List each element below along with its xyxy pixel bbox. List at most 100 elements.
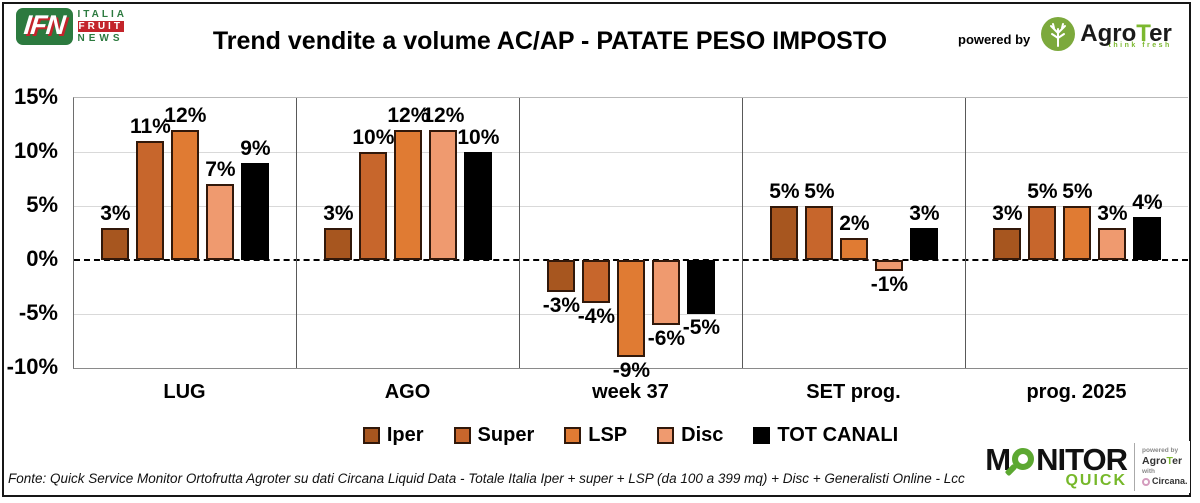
circana-wordmark: Circana.	[1142, 476, 1188, 487]
panel: 3% 10% 12% 12% 10%	[297, 98, 520, 368]
monitor-quick-wordmark: M NITOR QUICK	[985, 442, 1128, 490]
bar	[1098, 227, 1127, 260]
monitor-quick-credits: powered by AgroTer with Circana.	[1142, 447, 1188, 488]
legend-swatch	[453, 427, 471, 444]
category-label: SET prog.	[806, 381, 901, 403]
bar	[875, 260, 904, 271]
bar	[993, 227, 1022, 260]
mq-agroter-label: AgroTer	[1142, 454, 1183, 467]
panel: 5% 5% 2% -1% 3%	[743, 98, 966, 368]
magnifier-icon	[1004, 447, 1035, 476]
bar	[1028, 206, 1057, 260]
circana-icon	[1142, 477, 1150, 486]
gridline	[74, 206, 1188, 207]
bar	[241, 162, 270, 260]
bar-value-label: 5%	[804, 180, 835, 203]
category-label: prog. 2025	[1026, 381, 1127, 403]
bar	[171, 130, 200, 260]
y-axis-tick-label: -5%	[18, 300, 58, 325]
bar	[652, 260, 681, 325]
ifn-italia-label: ITALIA	[77, 9, 127, 20]
agroter-wordmark: AgroTer	[1080, 19, 1172, 47]
bar	[429, 130, 458, 260]
bar	[464, 152, 493, 260]
legend-item: Disc	[657, 424, 723, 447]
bar-value-label: -1%	[870, 272, 909, 296]
page-title: Trend vendite a volume AC/AP - PATATE PE…	[212, 27, 888, 55]
powered-by-label: powered by	[958, 31, 1031, 47]
bar	[136, 141, 165, 260]
y-axis-tick-label: 0%	[26, 246, 58, 271]
mq-with-label: with	[1142, 467, 1155, 475]
ifn-logo: IFN ITALIA FRUIT NEWS	[16, 8, 127, 45]
bar	[206, 184, 235, 260]
bar-value-label: -9%	[612, 359, 651, 383]
ifn-logo-mark: IFN	[16, 8, 73, 45]
legend-item: LSP	[564, 424, 627, 447]
legend-swatch	[753, 427, 771, 444]
y-axis-tick-label: 10%	[13, 138, 58, 163]
category-label: week 37	[592, 381, 669, 403]
bar-value-label: 5%	[769, 180, 800, 203]
quick-wordmark: QUICK	[1065, 472, 1127, 489]
source-note: Fonte: Quick Service Monitor Ortofrutta …	[8, 471, 965, 486]
legend-item: TOT CANALI	[753, 424, 898, 447]
legend: Iper Super LSP Disc TOT CANALI	[73, 424, 1188, 447]
bar	[394, 130, 423, 260]
legend-label: Disc	[681, 424, 724, 446]
bar-value-label: 12%	[422, 104, 465, 128]
bar-value-label: 12%	[164, 104, 207, 128]
y-axis-tick-label: 15%	[13, 84, 58, 109]
monitor-quick-logo: M NITOR QUICK powered by AgroTer with Ci…	[983, 441, 1190, 493]
bar-value-label: 5%	[1062, 180, 1093, 203]
bar	[547, 260, 576, 293]
panel: 3% 11% 12% 7% 9%	[74, 98, 297, 368]
bar	[910, 227, 939, 260]
panel: -3% -4% -9% -6% -5%	[520, 98, 743, 382]
agroter-logo: AgroTer think fresh	[1040, 16, 1172, 52]
monitor-wordmark: M NITOR	[985, 442, 1128, 477]
legend-swatch	[657, 427, 675, 444]
legend-item: Iper	[362, 424, 424, 447]
bar-value-label: 5%	[1027, 180, 1058, 203]
bar	[582, 260, 611, 304]
legend-swatch	[564, 427, 582, 444]
bar-value-label: 4%	[1132, 190, 1163, 214]
bar	[805, 206, 834, 260]
gridline	[74, 152, 1188, 153]
powered-by-block: powered by AgroTer think fresh	[958, 16, 1172, 52]
legend-label: Iper	[386, 424, 424, 446]
bar-value-label: 3%	[909, 201, 940, 225]
legend-item: Super	[453, 424, 535, 447]
legend-label: TOT CANALI	[777, 424, 899, 446]
category-label: LUG	[163, 381, 206, 403]
bar	[770, 206, 799, 260]
bar	[617, 260, 646, 358]
legend-label: LSP	[588, 424, 628, 446]
bar	[101, 227, 130, 260]
bar	[1063, 206, 1092, 260]
category-label: AGO	[384, 381, 431, 403]
x-axis: LUG AGO week 37 SET prog. prog. 2025	[73, 381, 1188, 404]
mq-powered-by-label: powered by	[1142, 446, 1179, 454]
ifn-logo-side: ITALIA FRUIT NEWS	[77, 9, 127, 44]
plot-area: 3% 11% 12% 7% 9% 3% 10% 12% 12% 10% -3% -4% -9% -6% -5…	[73, 97, 1188, 382]
agroter-tagline: think fresh	[1108, 41, 1172, 49]
y-axis-tick-label: -10%	[6, 354, 58, 379]
agroter-tree-icon	[1041, 17, 1076, 51]
y-axis: 15% 10% 5% 0% -5% -10%	[0, 85, 60, 379]
ifn-logo-text: IFN	[22, 10, 67, 40]
ifn-fruit-label: FRUIT	[77, 21, 124, 32]
bar-value-label: 12%	[387, 104, 430, 128]
bar	[324, 227, 353, 260]
panel: 3% 5% 5% 3% 4%	[966, 98, 1188, 368]
legend-label: Super	[477, 424, 535, 446]
bar	[840, 238, 869, 260]
legend-swatch	[362, 427, 380, 444]
ifn-news-label: NEWS	[77, 33, 124, 44]
logo-divider	[1134, 443, 1135, 491]
bar	[359, 152, 388, 260]
bar	[1133, 216, 1162, 260]
y-axis-tick-label: 5%	[26, 192, 58, 217]
